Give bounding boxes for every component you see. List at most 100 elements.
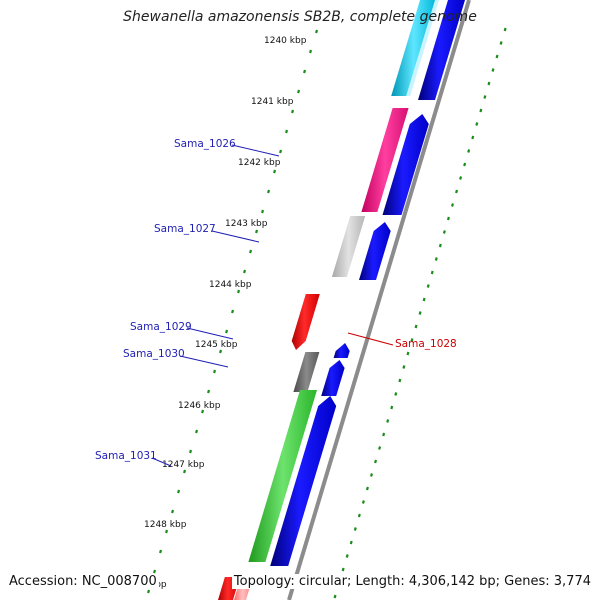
gene-label-leader-line (186, 327, 234, 340)
outer-gc-dot (333, 594, 337, 599)
outer-gc-dot (410, 338, 414, 342)
outer-gc-dot (463, 162, 467, 167)
reverse-cds-feature (291, 294, 320, 350)
ruler-dot (255, 229, 259, 234)
outer-gc-dot (365, 486, 369, 491)
outer-gc-dot (378, 446, 382, 450)
forward-cds-feature (333, 343, 350, 358)
outer-gc-dot (382, 432, 386, 437)
ruler-dot (177, 489, 181, 494)
outer-gc-dot (357, 513, 361, 518)
outer-gc-dot (430, 270, 434, 275)
ruler-dot (213, 369, 217, 374)
gene-label: Sama_1028 (395, 338, 457, 350)
outer-gc-dot (467, 149, 471, 153)
ruler-dot (201, 409, 205, 414)
outer-gc-dot (369, 473, 374, 477)
outer-gc-dot (422, 297, 426, 302)
outer-gc-dot (487, 81, 491, 86)
outer-gc-dot (442, 230, 446, 234)
gene-label: Sama_1027 (154, 223, 216, 235)
cyan-feature (391, 0, 436, 96)
ruler-dot (285, 129, 289, 134)
ruler-dot (243, 269, 247, 274)
ruler-dot (219, 349, 223, 354)
ruler-dot (261, 209, 265, 214)
outer-gc-dot (361, 500, 365, 504)
ruler-dot (273, 169, 277, 174)
ruler-dot (297, 89, 301, 94)
outer-gc-dot (414, 324, 418, 329)
grey-feature (331, 216, 366, 277)
ruler-dot (153, 569, 157, 574)
gene-label: Sama_1030 (123, 348, 185, 360)
forward-cds-feature (270, 396, 337, 566)
gene-label-leader-line (347, 332, 394, 346)
outer-gc-dot (402, 365, 406, 369)
forward-cds-feature (418, 0, 465, 100)
ruler-dot (303, 69, 307, 74)
outer-gc-dot (390, 405, 394, 410)
ruler-tick-label: 1240 kbp (264, 36, 307, 46)
outer-gc-dot (386, 419, 390, 423)
ruler-dot (249, 249, 253, 254)
ruler-dot (231, 309, 235, 314)
ruler-dot (225, 329, 229, 334)
gene-label-leader-line (231, 144, 280, 157)
outer-gc-dot (341, 567, 345, 572)
ruler-dot (195, 429, 199, 434)
outer-gc-dot (483, 95, 487, 99)
outer-gc-dot (459, 176, 463, 180)
outer-gc-dot (426, 284, 430, 288)
outer-gc-dot (450, 203, 455, 207)
ruler-tick-label: 1245 kbp (195, 340, 238, 350)
outer-gc-dot (394, 392, 398, 396)
ruler-dot (183, 469, 187, 474)
forward-cds-feature (321, 360, 345, 396)
outer-gc-dot (475, 122, 479, 126)
ruler-dot (279, 149, 283, 154)
ruler-dot (207, 389, 211, 394)
ruler-dot (159, 549, 163, 554)
outer-gc-dot (374, 459, 378, 464)
ruler-dot (189, 449, 193, 454)
gene-label: Sama_1029 (130, 321, 192, 333)
gene-label: Sama_1026 (174, 138, 236, 150)
ruler-dot (315, 29, 319, 34)
outer-gc-dot (345, 554, 349, 558)
outer-gc-dot (434, 257, 438, 261)
ruler-tick-label: 1247 kbp (162, 460, 205, 470)
ruler-tick-label: 1246 kbp (178, 401, 221, 411)
ruler-dot (165, 529, 169, 534)
gene-label-leader-line (151, 457, 172, 467)
gene-label: Sama_1031 (95, 450, 157, 462)
map-title: Shewanella amazonensis SB2B, complete ge… (123, 9, 477, 25)
genome-summary-text: Topology: circular; Length: 4,306,142 bp… (231, 574, 591, 589)
ruler-dot (309, 49, 313, 54)
green-feature (248, 390, 317, 562)
ruler-dot (291, 109, 295, 114)
outer-gc-dot (446, 216, 450, 221)
outer-gc-dot (471, 135, 475, 140)
dark-grey-feature (293, 352, 320, 392)
ruler-tick-label: 1248 kbp (144, 520, 187, 530)
ruler-tick-label: 1244 kbp (209, 280, 252, 290)
ruler-dot (147, 589, 151, 594)
outer-gc-dot (398, 378, 402, 383)
outer-gc-dot (495, 54, 499, 59)
pink-feature (361, 108, 409, 212)
genome-backbone-line (287, 0, 471, 600)
gene-label-leader-line (211, 230, 260, 243)
outer-gc-dot (503, 27, 507, 32)
cyan-feature-highlight (406, 0, 439, 96)
ruler-tick-label: 1243 kbp (225, 219, 268, 229)
outer-gc-dot (479, 108, 483, 113)
forward-cds-feature (382, 114, 429, 215)
outer-gc-dot (491, 68, 495, 72)
outer-gc-dot (438, 243, 442, 248)
gene-label-leader-line (179, 355, 229, 368)
forward-cds-feature (359, 222, 391, 280)
outer-gc-dot (349, 540, 353, 545)
